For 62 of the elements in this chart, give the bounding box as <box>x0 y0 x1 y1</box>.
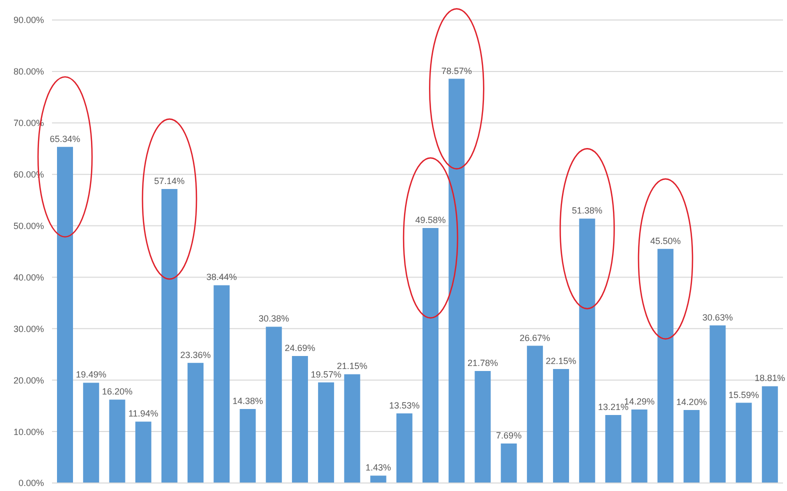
bar <box>474 370 491 483</box>
data-label: 19.49% <box>76 370 106 380</box>
data-label: 1.43% <box>366 462 392 473</box>
bar <box>57 146 73 483</box>
data-label: 51.38% <box>572 206 602 216</box>
data-label: 21.78% <box>467 358 498 368</box>
bar <box>344 374 360 483</box>
bar <box>396 413 412 483</box>
data-label: 13.53% <box>389 400 420 410</box>
data-label: 26.67% <box>520 332 550 343</box>
data-label: 24.69% <box>284 342 316 353</box>
y-tick-label: 50.00% <box>13 220 44 231</box>
data-label: 30.38% <box>258 314 290 324</box>
bar <box>161 189 178 483</box>
y-tick-label: 90.00% <box>13 15 44 26</box>
y-tick-label: 0.00% <box>18 478 44 488</box>
y-tick-label: 80.00% <box>13 66 44 77</box>
bar <box>553 369 570 483</box>
data-label: 21.15% <box>336 361 368 372</box>
bar <box>266 326 282 483</box>
bar <box>214 285 230 483</box>
bar <box>318 382 334 483</box>
bar <box>135 422 152 483</box>
data-label: 11.94% <box>128 408 158 419</box>
bar <box>526 346 543 483</box>
data-label: 18.81% <box>754 373 786 384</box>
bar <box>684 410 700 483</box>
bar <box>240 409 256 483</box>
bar <box>657 248 674 483</box>
bar <box>422 228 438 483</box>
bar <box>448 78 465 483</box>
data-label: 30.63% <box>702 312 733 322</box>
bar <box>83 382 100 483</box>
bar <box>292 356 308 483</box>
data-label: 45.50% <box>650 236 681 246</box>
bar <box>762 386 778 483</box>
bar <box>710 325 726 483</box>
bar <box>188 362 204 483</box>
bar <box>500 443 517 483</box>
bar <box>631 409 648 483</box>
data-label: 15.59% <box>728 390 760 400</box>
bar <box>370 476 386 483</box>
y-tick-label: 20.00% <box>13 375 44 386</box>
data-label: 14.20% <box>676 396 707 407</box>
data-label: 38.44% <box>206 272 237 282</box>
data-label: 57.14% <box>154 176 185 186</box>
data-label: 19.57% <box>310 369 342 380</box>
data-label: 7.69% <box>496 430 522 440</box>
bar <box>736 402 752 483</box>
bar <box>579 218 596 483</box>
bar <box>109 400 126 483</box>
data-label: 14.38% <box>232 396 264 406</box>
data-label: 78.57% <box>441 66 472 76</box>
y-tick-label: 40.00% <box>13 272 44 282</box>
bar <box>605 415 622 483</box>
y-tick-label: 30.00% <box>13 324 44 334</box>
y-tick-label: 10.00% <box>13 426 44 437</box>
data-label: 16.20% <box>102 386 132 397</box>
data-label: 49.58% <box>415 214 446 225</box>
data-label: 65.34% <box>50 134 80 144</box>
data-label: 23.36% <box>180 350 211 360</box>
data-label: 22.15% <box>546 356 576 366</box>
